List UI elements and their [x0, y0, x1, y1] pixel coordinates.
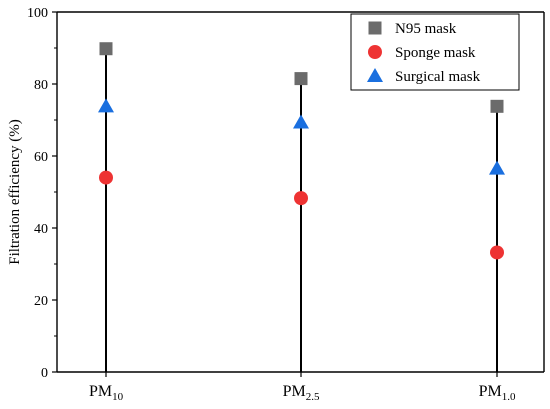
x-tick-label: PM10: [89, 383, 124, 403]
triangle-point: [98, 98, 114, 113]
legend-label: N95 mask: [395, 21, 457, 37]
y-tick-label: 80: [34, 78, 48, 93]
x-ticks: PM10 PM2.5 PM1.0: [89, 372, 516, 403]
y-tick-label: 100: [27, 6, 48, 21]
square-point: [99, 42, 113, 56]
legend-triangle-marker: [367, 68, 383, 82]
legend-label: Sponge mask: [395, 45, 476, 61]
square-point: [294, 72, 308, 86]
category-stems: [105, 48, 498, 372]
legend-circle-marker: [368, 45, 382, 59]
y-axis-title: Filtration efficiency (%): [7, 119, 23, 265]
triangle-point: [489, 160, 505, 175]
legend-square-marker: [368, 21, 382, 35]
circle-point: [490, 245, 504, 260]
y-tick-label: 40: [34, 222, 48, 237]
data-points: [98, 42, 505, 260]
legend: N95 mask Sponge mask Surgical mask: [350, 13, 520, 91]
x-tick-label: PM1.0: [479, 383, 516, 403]
circle-point: [99, 170, 113, 185]
y-tick-label: 0: [41, 366, 48, 381]
y-ticks: 0 20 40 60 80 100: [27, 6, 57, 381]
circle-point: [294, 191, 308, 206]
triangle-point: [293, 114, 309, 129]
y-tick-label: 60: [34, 150, 48, 165]
y-tick-label: 20: [34, 294, 48, 309]
x-tick-label: PM2.5: [283, 383, 320, 403]
square-point: [490, 99, 504, 113]
legend-label: Surgical mask: [395, 69, 481, 85]
